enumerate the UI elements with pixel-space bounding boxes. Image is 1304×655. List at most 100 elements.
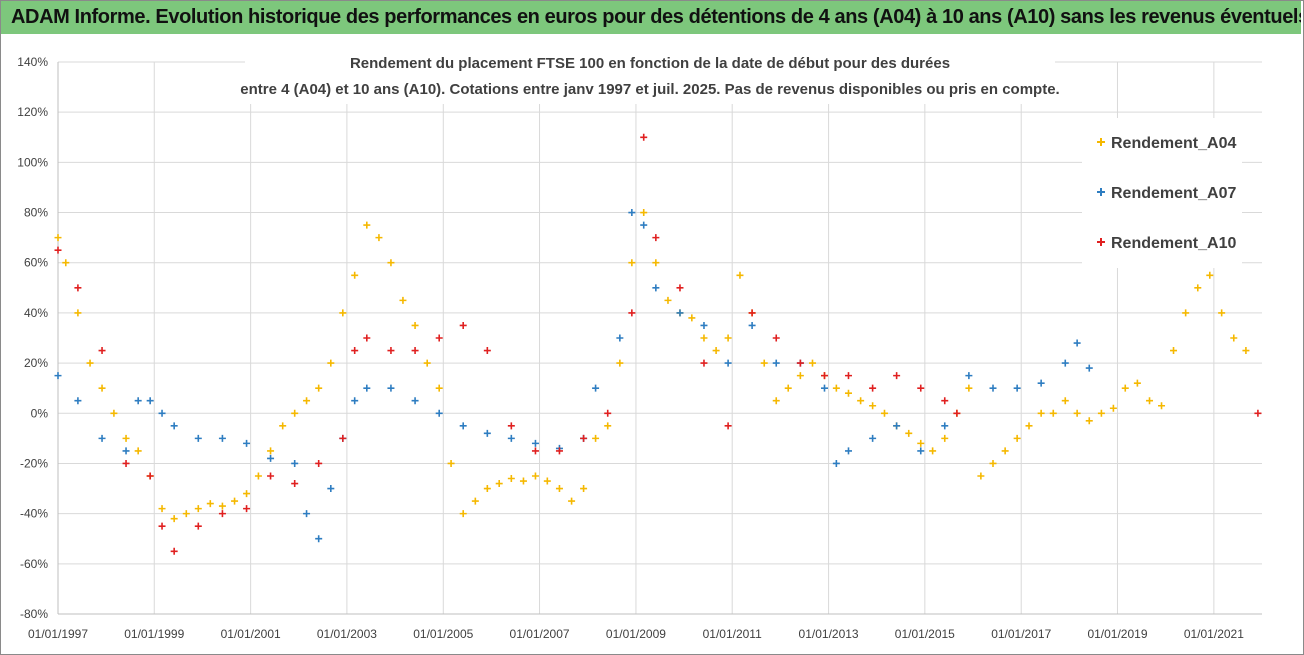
data-point	[122, 459, 130, 467]
data-point	[640, 209, 648, 217]
data-point	[869, 402, 877, 410]
data-point	[616, 359, 624, 367]
chart-title-line-1: Rendement du placement FTSE 100 en fonct…	[350, 55, 950, 72]
chart-title-line-2: entre 4 (A04) et 10 ans (A10). Cotations…	[240, 81, 1059, 98]
data-point	[1182, 309, 1190, 317]
data-point	[267, 447, 275, 455]
data-point	[218, 434, 226, 442]
data-point	[158, 522, 166, 530]
data-point	[146, 472, 154, 480]
data-point	[459, 422, 467, 430]
data-point	[291, 459, 299, 467]
data-point	[459, 510, 467, 518]
data-point	[1109, 404, 1117, 412]
legend-label: Rendement_A10	[1111, 235, 1236, 252]
data-point	[435, 384, 443, 392]
data-point	[351, 397, 359, 405]
data-point	[86, 359, 94, 367]
data-point	[880, 409, 888, 417]
data-point	[363, 221, 371, 229]
data-point	[844, 447, 852, 455]
data-point	[1194, 284, 1202, 292]
data-point	[254, 472, 262, 480]
data-point	[628, 209, 636, 217]
data-point	[170, 422, 178, 430]
data-point	[194, 522, 202, 530]
data-point	[1037, 409, 1045, 417]
data-point	[893, 372, 901, 380]
data-point	[134, 447, 142, 455]
y-tick-label: 100%	[17, 155, 48, 169]
x-tick-label: 01/01/2003	[317, 627, 377, 641]
data-point	[411, 397, 419, 405]
data-point	[820, 384, 828, 392]
data-point	[531, 447, 539, 455]
data-point	[628, 309, 636, 317]
x-tick-label: 01/01/1997	[28, 627, 88, 641]
data-point	[74, 397, 82, 405]
x-tick-label: 01/01/2017	[991, 627, 1051, 641]
data-point	[182, 510, 190, 518]
data-point	[54, 246, 62, 254]
x-tick-label: 01/01/2007	[510, 627, 570, 641]
data-point	[435, 334, 443, 342]
data-point	[1097, 409, 1105, 417]
data-point	[315, 384, 323, 392]
data-point	[243, 490, 251, 498]
data-point	[664, 296, 672, 304]
data-point	[1013, 434, 1021, 442]
data-point	[194, 434, 202, 442]
data-point	[1158, 402, 1166, 410]
data-point	[772, 359, 780, 367]
data-point	[724, 334, 732, 342]
legend-marker	[1097, 138, 1105, 146]
data-point	[507, 475, 515, 483]
data-point	[122, 434, 130, 442]
data-point	[399, 296, 407, 304]
data-point	[953, 409, 961, 417]
data-point	[375, 234, 383, 242]
y-tick-label: -40%	[20, 507, 48, 521]
data-point	[327, 485, 335, 493]
data-point	[1013, 384, 1021, 392]
data-point	[158, 409, 166, 417]
data-point	[628, 259, 636, 267]
data-point	[303, 510, 311, 518]
data-point	[1037, 379, 1045, 387]
data-point	[519, 477, 527, 485]
data-point	[688, 314, 696, 322]
data-point	[929, 447, 937, 455]
legend: Rendement_A04 Rendement_A07 Rendement_A10	[1082, 118, 1242, 268]
data-point	[616, 334, 624, 342]
page-title-banner: ADAM Informe. Evolution historique des p…	[1, 1, 1301, 34]
data-point	[1121, 384, 1129, 392]
data-point	[1073, 339, 1081, 347]
data-point	[54, 234, 62, 242]
data-point	[122, 447, 130, 455]
data-point	[543, 477, 551, 485]
data-point	[989, 459, 997, 467]
data-point	[483, 347, 491, 355]
legend-marker	[1097, 238, 1105, 246]
data-point	[170, 515, 178, 523]
data-point	[387, 384, 395, 392]
data-point	[471, 497, 479, 505]
data-point	[315, 459, 323, 467]
data-point	[941, 397, 949, 405]
data-point	[74, 284, 82, 292]
data-point	[54, 372, 62, 380]
data-point	[1025, 422, 1033, 430]
data-point	[905, 429, 913, 437]
x-tick-label: 01/01/2009	[606, 627, 666, 641]
data-point	[724, 422, 732, 430]
y-tick-label: 0%	[31, 406, 49, 420]
data-point	[98, 384, 106, 392]
x-tick-label: 01/01/2021	[1184, 627, 1244, 641]
data-point	[339, 434, 347, 442]
data-point	[977, 472, 985, 480]
data-point	[676, 284, 684, 292]
data-point	[832, 459, 840, 467]
data-point	[724, 359, 732, 367]
data-point	[387, 259, 395, 267]
